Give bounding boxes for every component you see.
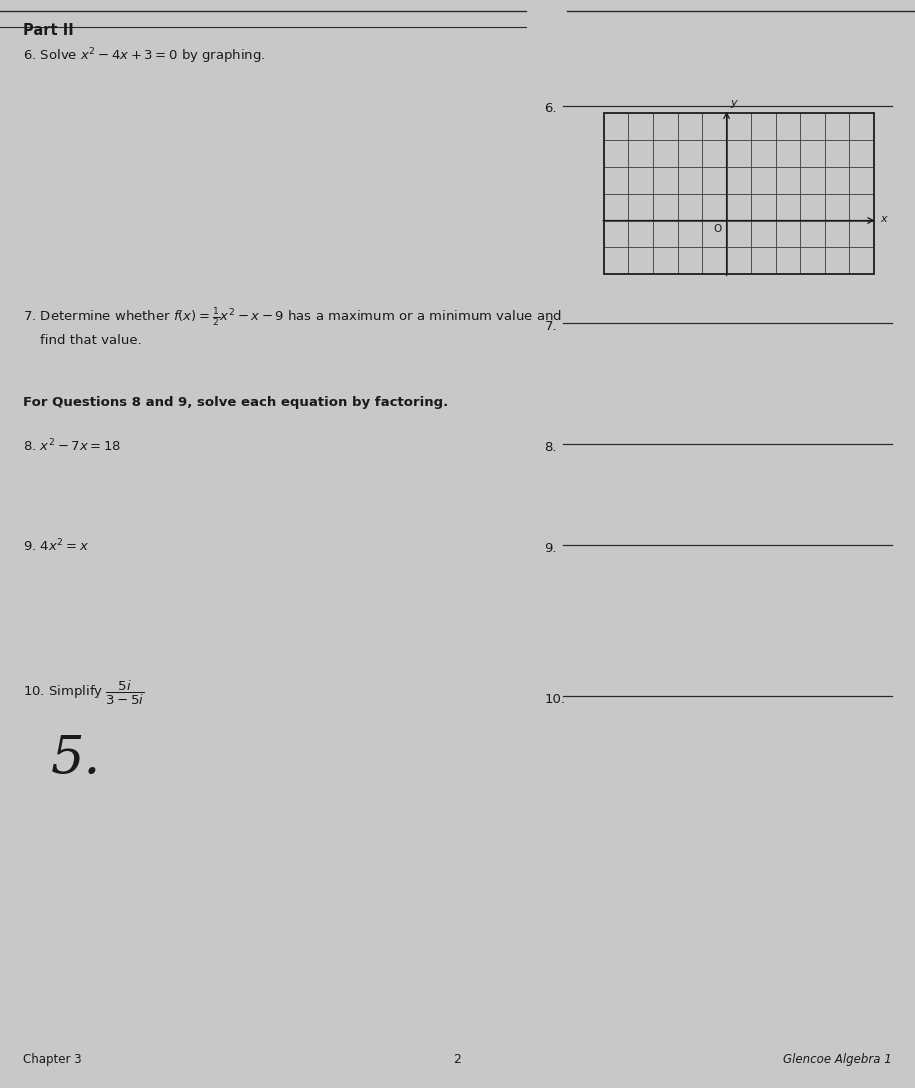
Text: For Questions 8 and 9, solve each equation by factoring.: For Questions 8 and 9, solve each equati… <box>23 396 448 409</box>
Text: 8.: 8. <box>544 441 557 454</box>
Text: O: O <box>714 224 722 234</box>
Text: 7. Determine whether $f(x) =\frac{1}{2}x^2 - x - 9$ has a maximum or a minimum v: 7. Determine whether $f(x) =\frac{1}{2}x… <box>23 307 562 329</box>
Text: x: x <box>880 214 887 224</box>
Text: 10.: 10. <box>544 693 565 706</box>
Text: 6.: 6. <box>544 102 557 115</box>
Text: 8. $x^2 - 7x = 18$: 8. $x^2 - 7x = 18$ <box>23 437 121 454</box>
Text: y: y <box>730 98 737 108</box>
Text: Part II: Part II <box>23 23 73 38</box>
Text: 5.: 5. <box>50 733 101 784</box>
Bar <box>604 113 874 274</box>
Text: 9. $4x^2 = x$: 9. $4x^2 = x$ <box>23 537 89 554</box>
Text: 9.: 9. <box>544 542 557 555</box>
Text: 6. Solve $x^2 - 4x + 3 = 0$ by graphing.: 6. Solve $x^2 - 4x + 3 = 0$ by graphing. <box>23 47 265 66</box>
Text: Glencoe Algebra 1: Glencoe Algebra 1 <box>783 1053 892 1066</box>
Text: find that value.: find that value. <box>23 334 142 347</box>
Text: Chapter 3: Chapter 3 <box>23 1053 81 1066</box>
Text: 10. Simplify $\dfrac{5i}{3-5i}$: 10. Simplify $\dfrac{5i}{3-5i}$ <box>23 679 145 707</box>
Text: 2: 2 <box>454 1053 461 1066</box>
Text: 7.: 7. <box>544 320 557 333</box>
